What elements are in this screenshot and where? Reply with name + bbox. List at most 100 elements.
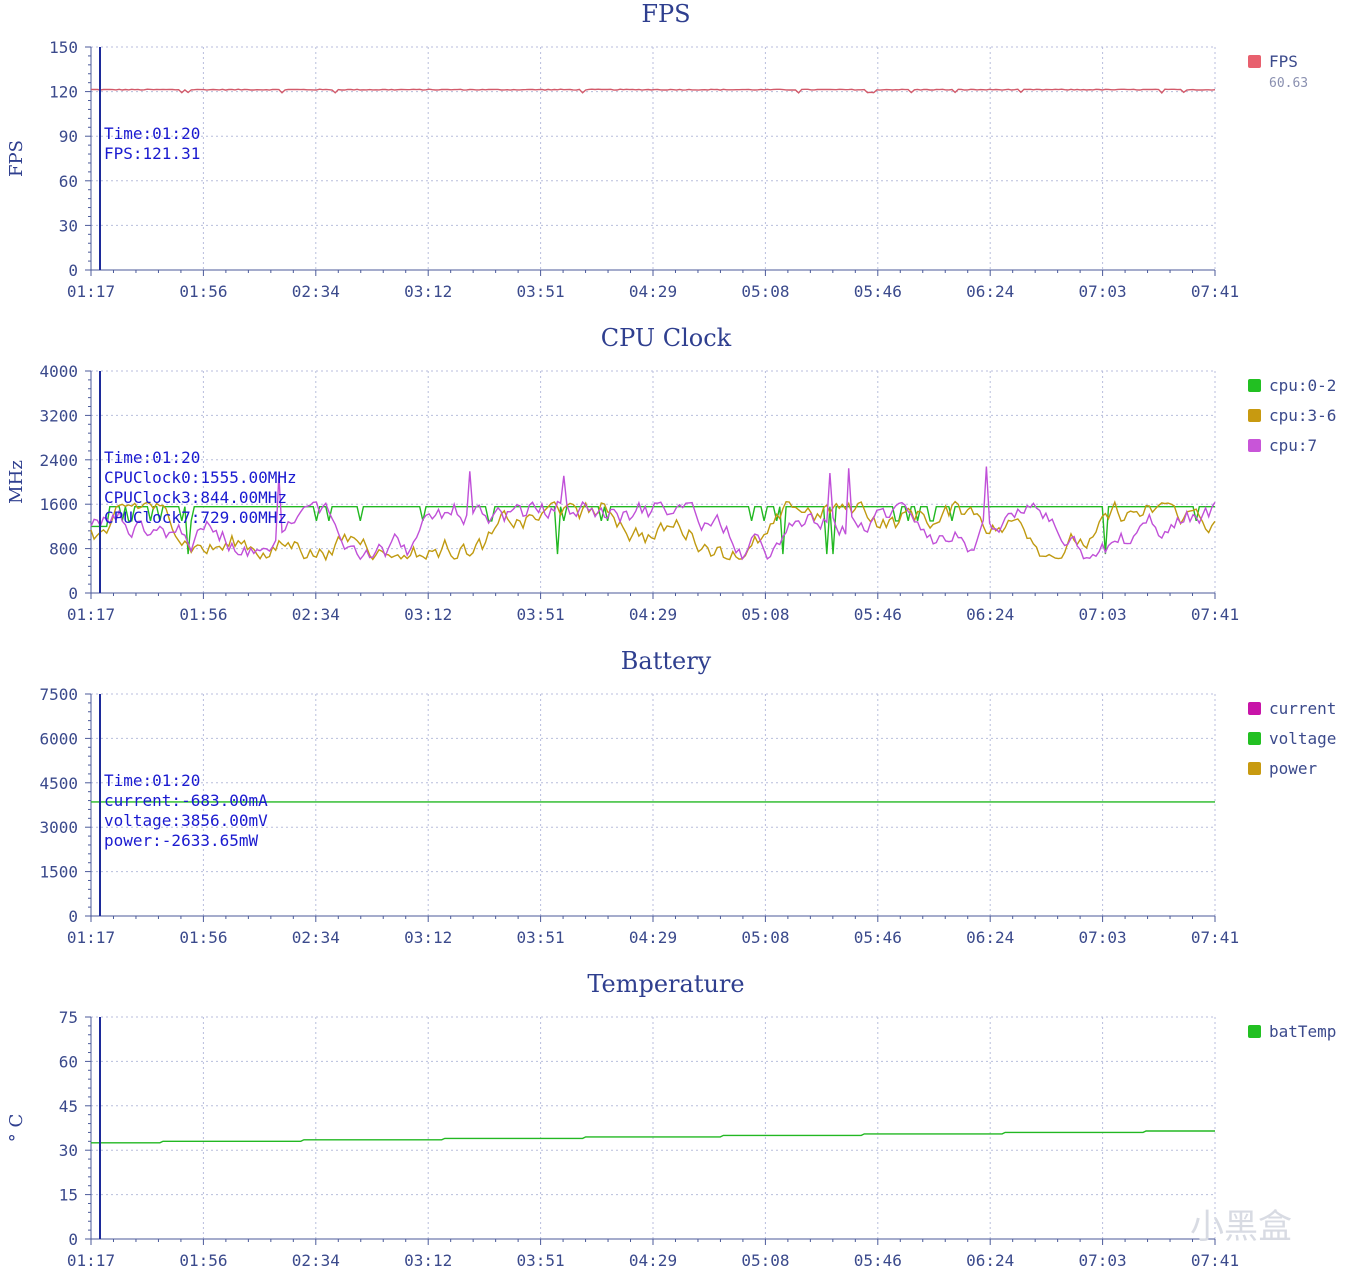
y-tick-label: 30 — [59, 1141, 78, 1160]
y-tick-label: 15 — [59, 1186, 78, 1205]
x-tick-label: 03:51 — [517, 282, 565, 301]
y-tick-label: 4500 — [39, 774, 78, 793]
x-tick-label: 05:46 — [854, 1251, 902, 1270]
legend-label: current — [1269, 699, 1336, 718]
x-tick-label: 02:34 — [292, 605, 340, 624]
x-tick-label: 06:24 — [966, 1251, 1014, 1270]
x-tick-label: 01:56 — [179, 605, 227, 624]
legend-label: cpu:3-6 — [1269, 406, 1336, 425]
x-tick-label: 05:46 — [854, 282, 902, 301]
x-tick-label: 01:56 — [179, 282, 227, 301]
x-tick-label: 07:03 — [1079, 605, 1127, 624]
x-tick-label: 05:08 — [741, 605, 789, 624]
x-tick-label: 03:12 — [404, 282, 452, 301]
y-tick-label: 150 — [49, 38, 78, 57]
series-line-battemp — [91, 1130, 1215, 1144]
y-tick-label: 1500 — [39, 863, 78, 882]
x-tick-label: 04:29 — [629, 928, 677, 947]
x-tick-label: 05:46 — [854, 928, 902, 947]
y-tick-label: 0 — [68, 907, 78, 926]
x-tick-label: 06:24 — [966, 605, 1014, 624]
x-tick-label: 01:56 — [179, 928, 227, 947]
chart-battery: Battery 0 1500 3000 4500 6000 7500 01:17 01:56 02… — [39, 647, 1336, 947]
y-tick-label: 0 — [68, 261, 78, 280]
y-tick-label: 30 — [59, 216, 78, 235]
legend-swatch — [1248, 702, 1261, 715]
legend-swatch — [1248, 55, 1261, 68]
x-tick-label: 05:08 — [741, 282, 789, 301]
y-tick-label: 3000 — [39, 818, 78, 837]
x-tick-label: 04:29 — [629, 1251, 677, 1270]
x-tick-label: 06:24 — [966, 928, 1014, 947]
legend-label: voltage — [1269, 729, 1336, 748]
legend-swatch — [1248, 439, 1261, 452]
x-tick-label: 07:41 — [1191, 1251, 1239, 1270]
cursor-readout: CPUClock7:729.00MHz — [104, 508, 287, 527]
x-tick-label: 03:12 — [404, 928, 452, 947]
y-tick-label: 60 — [59, 1052, 78, 1071]
x-tick-label: 03:51 — [517, 605, 565, 624]
y-tick-label: 800 — [49, 540, 78, 559]
x-tick-label: 07:03 — [1079, 928, 1127, 947]
x-tick-label: 06:24 — [966, 282, 1014, 301]
legend-label: power — [1269, 759, 1318, 778]
x-tick-label: 05:08 — [741, 928, 789, 947]
legend-swatch — [1248, 1025, 1261, 1038]
y-axis-label: ° C — [6, 1114, 27, 1143]
legend-swatch — [1248, 732, 1261, 745]
x-tick-label: 02:34 — [292, 1251, 340, 1270]
x-tick-label: 07:03 — [1079, 1251, 1127, 1270]
legend-swatch — [1248, 762, 1261, 775]
cursor-readout: CPUClock3:844.00MHz — [104, 488, 287, 507]
x-tick-label: 03:51 — [517, 1251, 565, 1270]
cursor-readout: power:-2633.65mW — [104, 831, 258, 850]
x-tick-label: 01:17 — [67, 605, 115, 624]
y-tick-label: 1600 — [39, 495, 78, 514]
x-tick-label: 05:46 — [854, 605, 902, 624]
x-tick-label: 05:08 — [741, 1251, 789, 1270]
y-axis-label: FPS — [6, 140, 27, 177]
cursor-readout: CPUClock0:1555.00MHz — [104, 468, 297, 487]
y-tick-label: 7500 — [39, 685, 78, 704]
chart-temperature: Temperature ° C 0 15 30 45 60 75 01:17 01:56 02:34… — [6, 970, 1336, 1270]
x-tick-label: 07:41 — [1191, 605, 1239, 624]
legend-label: FPS — [1269, 52, 1298, 71]
y-axis-label: MHz — [6, 460, 27, 504]
y-tick-label: 2400 — [39, 451, 78, 470]
y-tick-label: 6000 — [39, 729, 78, 748]
y-tick-label: 4000 — [39, 362, 78, 381]
x-tick-label: 01:56 — [179, 1251, 227, 1270]
cursor-time-label: Time:01:20 — [104, 771, 200, 790]
x-tick-label: 03:12 — [404, 605, 452, 624]
legend-sublabel: 60.63 — [1269, 76, 1308, 91]
cursor-readout: current:-683.00mA — [104, 791, 268, 810]
cursor-time-label: Time:01:20 — [104, 124, 200, 143]
legend-label: batTemp — [1269, 1022, 1336, 1041]
series-line-cpu-7 — [90, 466, 1216, 561]
chart-cpu: CPU Clock MHz 0 800 1600 2400 3200 4000 01:17 01:… — [6, 324, 1336, 624]
x-tick-label: 01:17 — [67, 282, 115, 301]
x-tick-label: 04:29 — [629, 605, 677, 624]
y-tick-label: 0 — [68, 584, 78, 603]
chart-title: Temperature — [587, 970, 744, 998]
watermark-logo: 小黑盒 — [1190, 1207, 1292, 1247]
chart-fps: FPS FPS 0 30 60 90 120 150 01:17 01:56 02:34 03:12 0… — [6, 0, 1308, 301]
chart-title: Battery — [621, 647, 712, 675]
cursor-time-label: Time:01:20 — [104, 448, 200, 467]
x-tick-label: 07:41 — [1191, 928, 1239, 947]
chart-title: CPU Clock — [601, 324, 732, 352]
series-line-cpu-3-6 — [90, 500, 1216, 562]
y-tick-label: 45 — [59, 1097, 78, 1116]
y-tick-label: 75 — [59, 1008, 78, 1027]
cursor-readout: FPS:121.31 — [104, 144, 200, 163]
y-tick-label: 90 — [59, 127, 78, 146]
x-tick-label: 01:17 — [67, 928, 115, 947]
series-line-fps — [91, 88, 1216, 94]
y-tick-label: 120 — [49, 83, 78, 102]
x-tick-label: 07:41 — [1191, 282, 1239, 301]
y-tick-label: 60 — [59, 172, 78, 191]
x-tick-label: 07:03 — [1079, 282, 1127, 301]
x-tick-label: 04:29 — [629, 282, 677, 301]
cursor-readout: voltage:3856.00mV — [104, 811, 268, 830]
